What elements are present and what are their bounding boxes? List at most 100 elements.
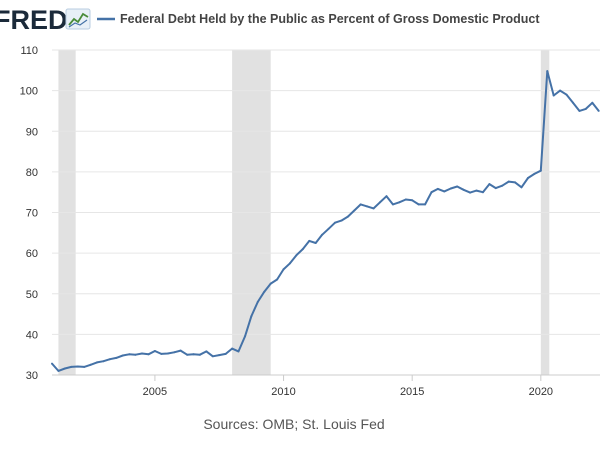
data-point[interactable] bbox=[379, 201, 381, 204]
data-point[interactable] bbox=[430, 191, 433, 194]
data-point[interactable] bbox=[308, 239, 311, 242]
data-point[interactable] bbox=[263, 290, 266, 293]
data-point[interactable] bbox=[398, 201, 401, 204]
data-point[interactable] bbox=[289, 262, 291, 265]
data-point[interactable] bbox=[578, 109, 581, 112]
data-point[interactable] bbox=[565, 93, 568, 96]
data-point[interactable] bbox=[153, 350, 156, 352]
data-point[interactable] bbox=[385, 195, 388, 198]
data-point[interactable] bbox=[424, 203, 427, 206]
data-point[interactable] bbox=[83, 365, 86, 368]
data-point[interactable] bbox=[121, 354, 124, 357]
y-tick-label: 80 bbox=[26, 167, 38, 179]
data-point[interactable] bbox=[173, 351, 176, 354]
data-point[interactable] bbox=[436, 187, 439, 190]
data-point[interactable] bbox=[449, 187, 452, 190]
data-point[interactable] bbox=[584, 107, 587, 110]
data-point[interactable] bbox=[198, 353, 201, 356]
data-point[interactable] bbox=[443, 190, 446, 193]
data-point[interactable] bbox=[469, 191, 472, 194]
data-point[interactable] bbox=[51, 362, 53, 365]
data-point[interactable] bbox=[321, 233, 324, 236]
data-point[interactable] bbox=[456, 185, 459, 188]
data-point[interactable] bbox=[115, 356, 118, 359]
data-point[interactable] bbox=[527, 177, 529, 179]
data-point[interactable] bbox=[520, 186, 523, 189]
data-point[interactable] bbox=[295, 254, 298, 257]
data-point[interactable] bbox=[192, 353, 195, 356]
data-point[interactable] bbox=[572, 101, 574, 104]
data-point[interactable] bbox=[346, 215, 349, 218]
logo-text: FRED bbox=[0, 5, 68, 35]
data-point[interactable] bbox=[250, 315, 253, 318]
data-point[interactable] bbox=[501, 184, 504, 187]
data-point[interactable] bbox=[96, 361, 98, 364]
data-point[interactable] bbox=[507, 180, 510, 183]
data-point[interactable] bbox=[546, 70, 549, 73]
data-point[interactable] bbox=[160, 352, 163, 355]
data-point[interactable] bbox=[366, 205, 369, 208]
source-note: Sources: OMB; St. Louis Fed bbox=[203, 416, 384, 432]
y-tick-label: 110 bbox=[20, 45, 38, 57]
data-point[interactable] bbox=[411, 199, 414, 202]
data-point[interactable] bbox=[334, 221, 336, 224]
x-axis-ticks: 2005 2010 2015 2020 bbox=[143, 375, 553, 398]
data-point[interactable] bbox=[314, 242, 317, 244]
gridlines bbox=[52, 49, 600, 335]
data-point[interactable] bbox=[282, 268, 285, 271]
data-point[interactable] bbox=[128, 353, 131, 356]
data-point[interactable] bbox=[559, 89, 562, 92]
chart-line-icon bbox=[65, 8, 91, 30]
data-point[interactable] bbox=[141, 352, 143, 355]
data-point[interactable] bbox=[533, 172, 536, 175]
x-tick-label: 2015 bbox=[400, 386, 424, 398]
data-point[interactable] bbox=[359, 203, 362, 206]
data-point[interactable] bbox=[186, 353, 189, 356]
data-point[interactable] bbox=[539, 169, 542, 172]
data-point[interactable] bbox=[76, 365, 79, 368]
data-point[interactable] bbox=[391, 203, 394, 206]
data-point[interactable] bbox=[57, 369, 60, 372]
data-point[interactable] bbox=[147, 353, 150, 356]
data-point[interactable] bbox=[63, 367, 66, 370]
data-point[interactable] bbox=[494, 187, 497, 190]
data-point[interactable] bbox=[237, 350, 240, 353]
data-point[interactable] bbox=[481, 191, 484, 194]
data-point[interactable] bbox=[417, 203, 420, 206]
data-point[interactable] bbox=[89, 363, 92, 366]
data-point[interactable] bbox=[231, 347, 234, 350]
data-point[interactable] bbox=[224, 352, 227, 355]
legend: Federal Debt Held by the Public as Perce… bbox=[97, 12, 540, 26]
data-point[interactable] bbox=[488, 183, 491, 186]
y-tick-label: 30 bbox=[26, 370, 38, 382]
data-point[interactable] bbox=[327, 227, 330, 230]
data-point[interactable] bbox=[340, 219, 343, 222]
y-tick-label: 90 bbox=[26, 126, 38, 138]
data-point[interactable] bbox=[244, 335, 246, 338]
data-point[interactable] bbox=[205, 350, 208, 353]
data-point[interactable] bbox=[102, 360, 105, 363]
data-point[interactable] bbox=[179, 349, 182, 352]
data-point[interactable] bbox=[218, 354, 221, 357]
data-point[interactable] bbox=[108, 358, 111, 361]
data-point[interactable] bbox=[256, 300, 259, 303]
data-point[interactable] bbox=[372, 207, 375, 210]
data-point[interactable] bbox=[404, 198, 407, 201]
data-point[interactable] bbox=[166, 352, 169, 355]
data-point[interactable] bbox=[552, 94, 555, 97]
y-tick-label: 40 bbox=[26, 329, 38, 341]
series-lines bbox=[51, 70, 600, 372]
data-point[interactable] bbox=[475, 189, 478, 192]
data-point[interactable] bbox=[301, 248, 304, 251]
data-point[interactable] bbox=[597, 109, 600, 112]
data-point[interactable] bbox=[70, 365, 73, 368]
data-point[interactable] bbox=[462, 188, 465, 191]
data-point[interactable] bbox=[269, 282, 272, 285]
data-point[interactable] bbox=[353, 209, 356, 212]
data-point[interactable] bbox=[591, 101, 594, 104]
fred-logo[interactable]: FRED bbox=[0, 5, 91, 35]
data-point[interactable] bbox=[134, 353, 137, 356]
data-point[interactable] bbox=[211, 355, 214, 358]
data-point[interactable] bbox=[514, 181, 517, 184]
data-point[interactable] bbox=[276, 278, 279, 281]
